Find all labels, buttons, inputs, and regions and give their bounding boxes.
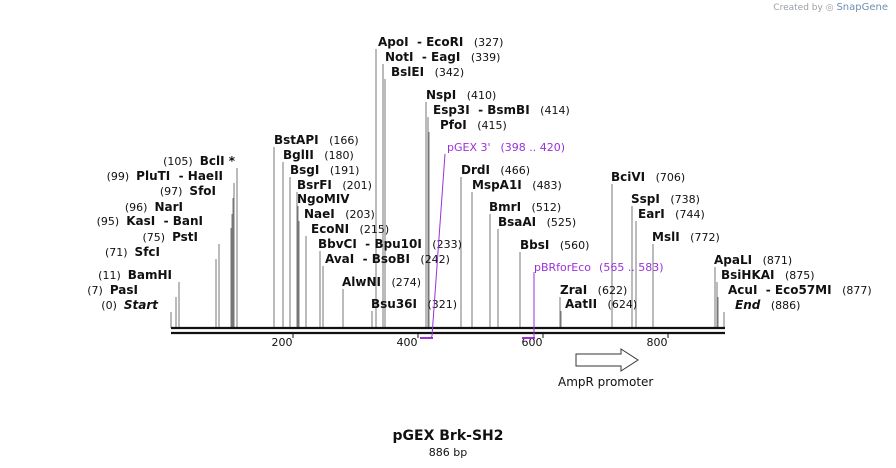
enzyme-drdi[interactable]: DrdI (466) (461, 163, 530, 177)
feature-pbrforeco-label: pBRforEco (565 .. 583) (534, 261, 664, 274)
enzyme-start[interactable]: (0) Start (101, 298, 159, 312)
enzyme-labels: (0) Start(7) PasI(11) BamHI (71) SfcI(75)… (87, 35, 871, 312)
enzyme-pasi[interactable]: (7) PasI (87, 283, 138, 297)
ruler-label-200: 200 (272, 336, 293, 349)
enzyme-psti[interactable]: (75) PstI (142, 230, 198, 244)
ampr-promoter-arrow (575, 348, 639, 372)
leader-lines (170, 49, 725, 328)
enzyme-kasi[interactable]: (95) KasI - BanI (97, 214, 203, 228)
enzyme-nari[interactable]: (96) NarI (125, 200, 183, 214)
enzyme-aatii[interactable]: AatII (624) (565, 297, 637, 311)
enzyme-bsu36i[interactable]: Bsu36I (321) (371, 297, 457, 311)
enzyme-bamhi[interactable]: (11) BamHI (98, 268, 172, 282)
feature-ampr-promoter[interactable]: AmpR promoter (558, 348, 653, 389)
enzyme-bsihkai[interactable]: BsiHKAI (875) (721, 268, 815, 282)
enzyme-sfoi[interactable]: (97) SfoI (160, 184, 216, 198)
enzyme-avai[interactable]: AvaI - BsoBI (242) (325, 252, 450, 266)
enzyme-ngomiv[interactable]: NgoMIV (297, 192, 350, 206)
enzyme-bbsi[interactable]: BbsI (560) (520, 238, 589, 252)
enzyme-bsrfi[interactable]: BsrFI (201) (297, 178, 372, 192)
enzyme-mspa1i[interactable]: MspA1I (483) (472, 178, 562, 192)
enzyme-pluti[interactable]: (99) PluTI - HaeII (107, 169, 223, 183)
enzyme-esp3i[interactable]: Esp3I - BsmBI (414) (433, 103, 570, 117)
ampr-promoter-label: AmpR promoter (558, 375, 653, 389)
enzyme-zrai[interactable]: ZraI (622) (560, 283, 627, 297)
enzyme-bsgi[interactable]: BsgI (191) (290, 163, 359, 177)
enzyme-apali[interactable]: ApaLI (871) (714, 253, 792, 267)
feature-pbrforeco[interactable]: pBRforEco (565 .. 583) (522, 261, 664, 339)
enzyme-bstapi[interactable]: BstAPI (166) (274, 133, 359, 147)
enzyme-eari[interactable]: EarI (744) (638, 207, 705, 221)
snapgene-credit: Created by ◎ SnapGene (773, 2, 888, 13)
ruler-label-800: 800 (647, 336, 668, 349)
enzyme-apoi[interactable]: ApoI - EcoRI (327) (378, 35, 503, 49)
enzyme-end[interactable]: End (886) (735, 298, 800, 312)
map-length: 886 bp (428, 446, 468, 459)
map-title: pGEX Brk-SH2 (392, 428, 504, 444)
ruler: 200 400 600 800 (272, 333, 669, 349)
ruler-label-400: 400 (397, 336, 418, 349)
enzyme-bcivi[interactable]: BciVI (706) (611, 170, 685, 184)
ruler-label-600: 600 (522, 336, 543, 349)
enzyme-acui[interactable]: AcuI - Eco57MI (877) (728, 283, 872, 297)
enzyme-noti[interactable]: NotI - EagI (339) (385, 50, 500, 64)
feature-pgex-3prime-label: pGEX 3' (398 .. 420) (447, 141, 565, 154)
enzyme-nspi[interactable]: NspI (410) (426, 88, 496, 102)
enzyme-pfoi[interactable]: PfoI (415) (440, 118, 507, 132)
enzyme-bcli[interactable]: (105) BclI * (163, 154, 236, 168)
enzyme-bsaai[interactable]: BsaAI (525) (498, 215, 576, 229)
enzyme-msli[interactable]: MslI (772) (652, 230, 720, 244)
enzyme-econi[interactable]: EcoNI (215) (311, 222, 389, 236)
feature-pgex-3prime[interactable]: pGEX 3' (398 .. 420) (420, 141, 565, 339)
enzyme-bmri[interactable]: BmrI (512) (489, 200, 561, 214)
enzyme-sfci[interactable]: (71) SfcI (105, 245, 160, 259)
enzyme-bbvci[interactable]: BbvCI - Bpu10I (233) (318, 237, 462, 251)
snapgene-logo-icon: ◎ (825, 3, 834, 13)
enzyme-bglii[interactable]: BglII (180) (283, 148, 354, 162)
enzyme-bslei[interactable]: BslEI (342) (391, 65, 464, 79)
enzyme-sspi[interactable]: SspI (738) (631, 192, 700, 206)
enzyme-naei[interactable]: NaeI (203) (304, 207, 375, 221)
enzyme-alwni[interactable]: AlwNI (274) (342, 275, 421, 289)
